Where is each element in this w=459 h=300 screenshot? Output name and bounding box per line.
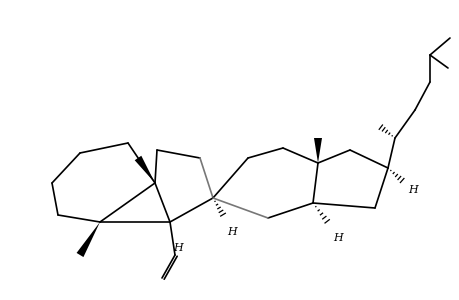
Polygon shape <box>134 156 155 183</box>
Text: H: H <box>173 243 183 253</box>
Text: H: H <box>407 185 417 195</box>
Text: H: H <box>332 233 342 243</box>
Polygon shape <box>76 222 100 257</box>
Polygon shape <box>313 138 321 163</box>
Text: H: H <box>227 227 236 237</box>
